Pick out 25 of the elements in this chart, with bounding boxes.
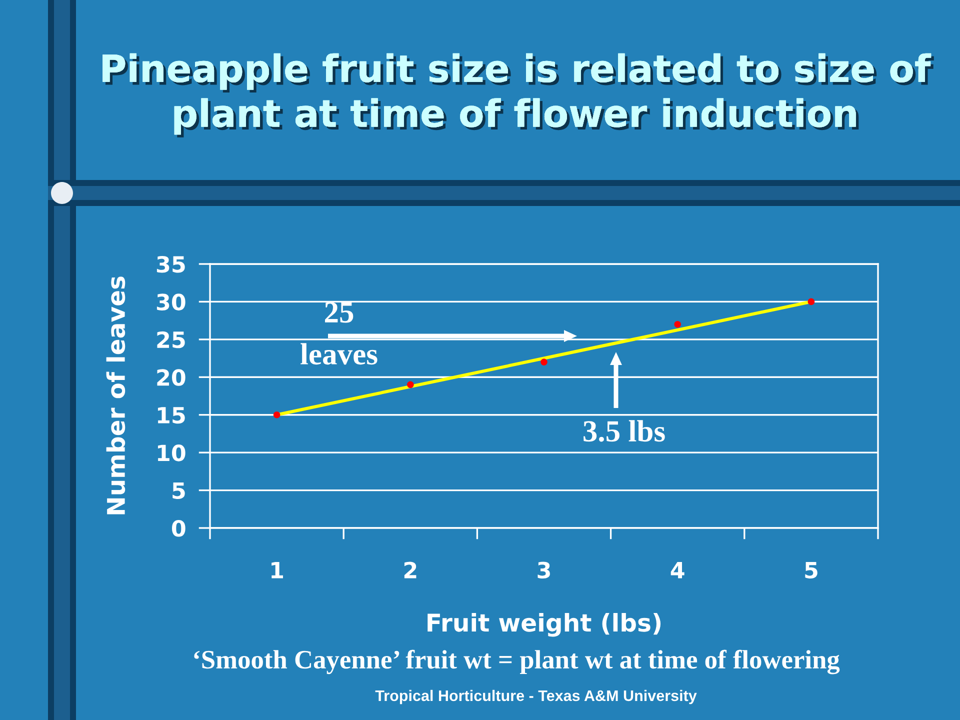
text: ‘Smooth Cayenne’ fruit wt = plant wt at time of flowering <box>194 650 840 674</box>
y-tick-label: 10 <box>158 444 186 462</box>
chart-title: Pineapple fruit size is related to size of plant at time of flower induction <box>102 53 934 138</box>
x-tick-label: 2 <box>404 562 416 578</box>
point <box>540 358 548 366</box>
x-axis-title: Fruit weight (lbs) <box>428 613 661 637</box>
y-tick-label: 20 <box>157 369 186 386</box>
y-tick-label: 5 <box>172 482 185 500</box>
y-tick-label: 0 <box>172 520 186 537</box>
text: Tropical Horticulture - Texas A&M University <box>375 690 697 704</box>
annotation: 3.5 lbs <box>584 420 665 442</box>
point <box>407 381 414 388</box>
y-tick-label: 30 <box>156 294 186 310</box>
x-tick-label: 5 <box>805 562 818 579</box>
x-tick-label: 1 <box>272 562 284 578</box>
y-tick-label: 15 <box>158 407 185 424</box>
y-tick-label: 25 <box>157 331 185 348</box>
point <box>273 411 280 418</box>
y-axis-title: Number of leaves <box>106 276 126 514</box>
x-tick-label: 3 <box>538 562 550 579</box>
point <box>808 298 815 306</box>
y-tick-label: 35 <box>156 256 185 273</box>
x-tick-label: 4 <box>670 562 684 578</box>
annotation: 25 leaves <box>300 302 378 365</box>
point <box>674 320 681 328</box>
